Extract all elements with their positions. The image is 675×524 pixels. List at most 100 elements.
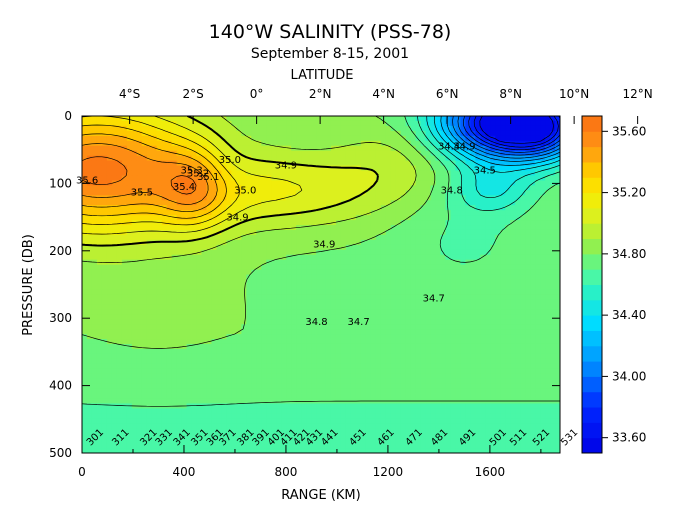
- field-cell: [241, 309, 247, 315]
- field-cell: [266, 190, 272, 196]
- field-cell: [350, 339, 357, 345]
- field-cell: [126, 165, 133, 172]
- field-cell: [400, 185, 407, 191]
- field-cell: [241, 170, 247, 177]
- field-cell: [166, 234, 173, 241]
- field-cell: [365, 279, 372, 286]
- field-cell: [420, 229, 427, 236]
- field-cell: [325, 116, 332, 122]
- field-cell: [335, 299, 342, 305]
- field-cell: [330, 120, 337, 127]
- field-cell: [465, 329, 471, 335]
- field-cell: [261, 229, 267, 236]
- field-cell: [226, 309, 232, 315]
- field-cell: [410, 234, 417, 241]
- field-cell: [330, 324, 337, 330]
- field-cell: [440, 304, 447, 310]
- field-cell: [465, 210, 471, 216]
- field-cell: [121, 304, 128, 310]
- field-cell: [540, 125, 546, 132]
- field-cell: [420, 284, 427, 291]
- field-cell: [475, 215, 481, 221]
- field-cell: [365, 200, 372, 206]
- field-cell: [82, 175, 88, 182]
- field-cell: [455, 160, 462, 167]
- field-cell: [405, 185, 412, 191]
- field-cell: [82, 363, 88, 370]
- field-cell: [306, 343, 312, 350]
- field-cell: [161, 368, 168, 375]
- field-cell: [306, 210, 312, 216]
- field-cell: [241, 150, 247, 157]
- field-cell: [321, 339, 327, 345]
- field-cell: [306, 145, 312, 152]
- field-cell: [555, 175, 560, 182]
- field-cell: [141, 229, 148, 236]
- field-cell: [340, 309, 347, 315]
- field-cell: [355, 225, 362, 231]
- field-cell: [166, 348, 173, 355]
- field-cell: [430, 175, 437, 182]
- field-cell: [126, 284, 133, 291]
- field-cell: [171, 229, 178, 236]
- field-cell: [136, 304, 143, 310]
- field-cell: [515, 304, 521, 310]
- field-cell: [211, 225, 218, 231]
- field-cell: [191, 220, 198, 226]
- field-cell: [535, 324, 541, 330]
- field-cell: [470, 353, 476, 360]
- field-cell: [445, 140, 452, 147]
- field-cell: [131, 294, 138, 300]
- field-cell: [261, 239, 267, 246]
- field-cell: [450, 190, 457, 196]
- field-cell: [186, 160, 193, 167]
- field-cell: [420, 264, 427, 271]
- field-cell: [216, 254, 223, 261]
- field-cell: [530, 319, 536, 325]
- field-cell: [281, 244, 287, 251]
- field-cell: [296, 304, 302, 310]
- field-cell: [545, 160, 551, 167]
- field-cell: [555, 279, 560, 286]
- field-cell: [221, 220, 227, 226]
- field-cell: [271, 140, 277, 147]
- field-cell: [111, 145, 118, 152]
- field-cell: [385, 160, 392, 167]
- field-cell: [126, 225, 133, 231]
- field-cell: [82, 269, 88, 276]
- field-cell: [296, 155, 302, 162]
- field-cell: [211, 145, 218, 152]
- field-cell: [111, 309, 118, 315]
- field-cell: [390, 343, 397, 350]
- field-cell: [221, 279, 227, 286]
- field-cell: [106, 140, 113, 147]
- field-cell: [420, 195, 427, 201]
- field-cell: [221, 200, 227, 206]
- field-cell: [161, 135, 168, 142]
- field-cell: [116, 234, 123, 241]
- field-cell: [370, 180, 377, 186]
- field-cell: [86, 130, 93, 137]
- field-cell: [485, 343, 491, 350]
- field-cell: [171, 254, 178, 261]
- field-cell: [400, 254, 407, 261]
- field-cell: [480, 334, 486, 340]
- field-cell: [465, 225, 471, 231]
- field-cell: [520, 155, 526, 162]
- field-cell: [136, 195, 143, 201]
- field-cell: [395, 319, 402, 325]
- field-cell: [355, 358, 362, 365]
- field-cell: [480, 353, 486, 360]
- field-cell: [440, 329, 447, 335]
- field-cell: [191, 160, 198, 167]
- field-cell: [385, 155, 392, 162]
- field-cell: [221, 239, 227, 246]
- field-cell: [146, 329, 153, 335]
- field-cell: [440, 205, 447, 211]
- field-cell: [455, 234, 462, 241]
- field-cell: [276, 358, 282, 365]
- field-cell: [126, 348, 133, 355]
- field-cell: [236, 135, 242, 142]
- field-cell: [345, 254, 352, 261]
- field-cell: [296, 348, 302, 355]
